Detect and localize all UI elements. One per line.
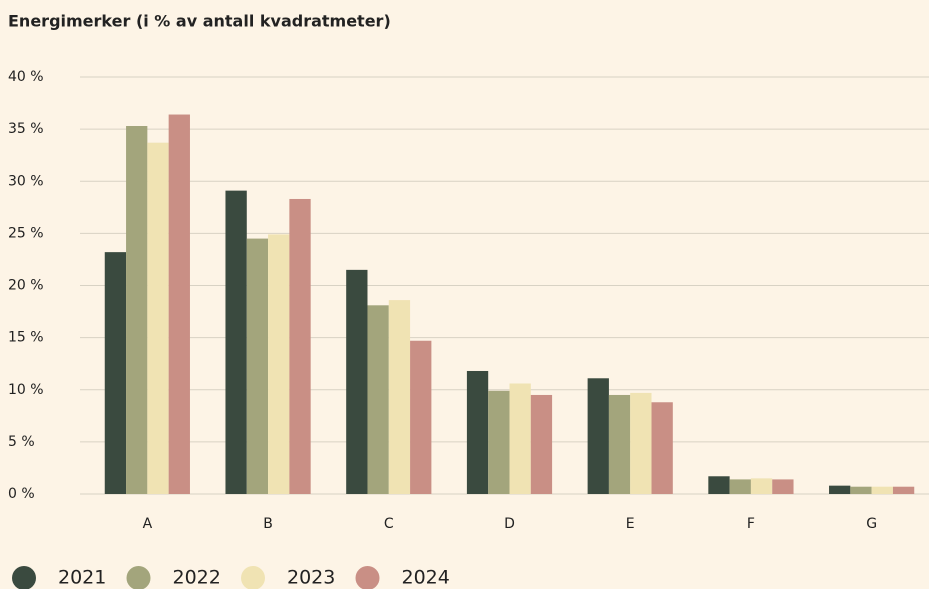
y-tick-label: 0 % xyxy=(8,486,35,502)
x-tick-label: E xyxy=(626,516,635,532)
y-tick-label: 5 % xyxy=(8,434,35,450)
bar xyxy=(892,486,915,494)
y-tick-label: 35 % xyxy=(8,121,44,137)
legend-swatch xyxy=(241,566,265,589)
y-tick-label: 30 % xyxy=(8,173,44,189)
x-tick-label: A xyxy=(143,516,153,532)
bar xyxy=(630,392,652,494)
bar xyxy=(388,300,411,494)
x-tick-label: D xyxy=(504,516,515,532)
legend-label: 2024 xyxy=(402,567,450,589)
y-tick-label: 40 % xyxy=(8,69,44,85)
bar xyxy=(750,478,773,494)
bar xyxy=(871,486,893,494)
bar xyxy=(367,305,389,494)
bar xyxy=(246,238,269,494)
bar xyxy=(587,378,609,494)
bar xyxy=(509,383,531,494)
chart-title: Energimerker (i % av antall kvadratmeter… xyxy=(8,12,391,31)
legend-label: 2022 xyxy=(173,567,221,589)
bar xyxy=(225,190,247,494)
legend-label: 2023 xyxy=(287,567,335,589)
bar xyxy=(410,340,432,494)
bar xyxy=(268,234,290,495)
bar xyxy=(772,479,794,494)
x-tick-label: F xyxy=(747,516,755,532)
bar xyxy=(651,402,673,494)
legend-swatch xyxy=(355,566,380,589)
bar xyxy=(829,485,851,494)
bar xyxy=(530,394,553,494)
y-tick-label: 20 % xyxy=(8,278,44,294)
bar xyxy=(708,476,730,494)
bar xyxy=(104,252,127,494)
legend-label: 2021 xyxy=(58,567,106,589)
bar xyxy=(850,486,872,494)
x-tick-label: G xyxy=(866,516,877,532)
legend-swatch xyxy=(12,566,36,589)
bar xyxy=(729,479,751,494)
x-tick-label: B xyxy=(263,516,273,532)
bar xyxy=(126,125,148,494)
legend-swatch xyxy=(126,566,151,589)
y-tick-label: 25 % xyxy=(8,225,44,241)
bar xyxy=(289,198,311,494)
bar xyxy=(147,142,169,495)
y-tick-label: 15 % xyxy=(8,330,44,346)
bar xyxy=(488,390,510,494)
y-tick-label: 10 % xyxy=(8,382,44,398)
bar xyxy=(168,114,190,494)
bar xyxy=(346,269,368,494)
bar xyxy=(608,394,631,494)
bar xyxy=(466,370,489,494)
x-tick-label: C xyxy=(384,516,394,532)
